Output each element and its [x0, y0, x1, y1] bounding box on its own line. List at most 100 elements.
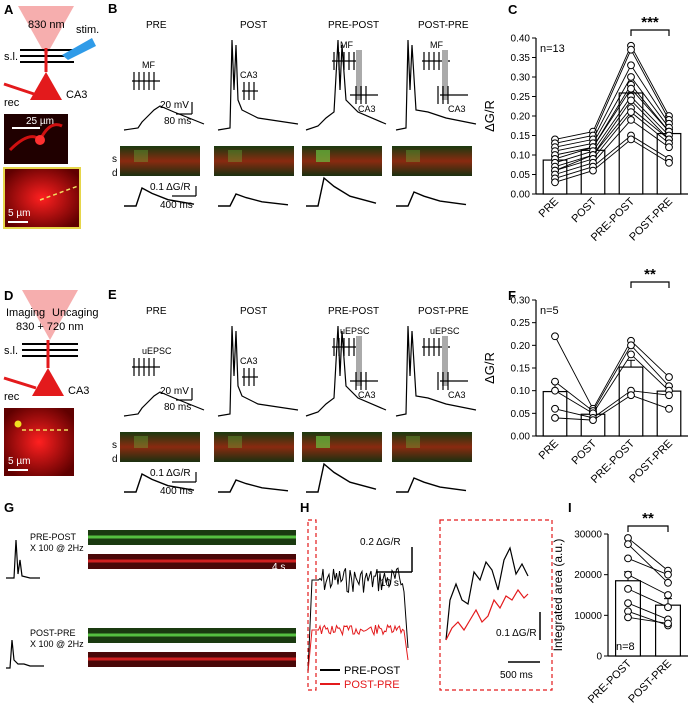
- y-tick-label: 0.10: [511, 386, 531, 397]
- data-point: [589, 166, 597, 175]
- linescan-image: [214, 432, 294, 462]
- neuron-icon: [32, 368, 64, 396]
- y-tick-label: 0.30: [511, 73, 531, 84]
- rec-label: rec: [4, 97, 20, 109]
- data-point: [664, 603, 672, 612]
- inset-scale-ms: 500 ms: [500, 670, 533, 681]
- data-point: [664, 619, 672, 628]
- paired-line: [554, 336, 670, 410]
- trace-postpre: [6, 639, 44, 669]
- ca3-label: CA3: [448, 104, 466, 114]
- calcium-trace: [396, 191, 467, 207]
- y-tick-label: 0.00: [511, 432, 531, 443]
- trace-prepost: [6, 539, 40, 579]
- paired-line: [554, 48, 670, 144]
- calcium-trace: [396, 477, 467, 493]
- data-point: [664, 578, 672, 587]
- data-point: [665, 391, 673, 400]
- laser-label: 830 + 720 nm: [16, 321, 84, 333]
- data-point: [624, 585, 632, 593]
- s-label: s: [112, 440, 117, 451]
- paired-line: [554, 64, 670, 148]
- panel-f: F 0.00 0.05 0.10 0.15 0.20 0.25 0.30 ΔG/R PRE POST…: [482, 266, 688, 486]
- x-tick-label: POST-PRE: [626, 658, 674, 706]
- paired-line: [554, 111, 670, 172]
- data-point: [665, 158, 673, 167]
- panel-g-letter: G: [4, 500, 14, 515]
- y-tick-label: 0.10: [511, 151, 531, 162]
- laser-cone-icon: [18, 6, 74, 56]
- paired-line: [554, 95, 670, 164]
- scale-ms: 80 ms: [164, 116, 191, 127]
- panel-h: H 0.2 ΔG/R 10 s PRE-POST POST-PRE 0.1 ΔG…: [300, 500, 553, 691]
- sl-label: s.l.: [4, 345, 18, 357]
- calcium-trace: [124, 472, 195, 493]
- n-label: n=5: [540, 305, 559, 317]
- data-point: [624, 554, 632, 563]
- legend-postpre: POST-PRE: [344, 679, 400, 691]
- data-point: [624, 540, 632, 549]
- y-tick-label: 0.05: [511, 170, 531, 181]
- data-point: [627, 96, 635, 105]
- d-label: d: [112, 168, 118, 179]
- paired-line: [627, 537, 669, 571]
- data-point: [551, 386, 559, 395]
- x-tick-label: POST: [569, 195, 599, 225]
- data-point: [627, 341, 635, 350]
- data-point: [551, 332, 559, 341]
- data-point: [665, 373, 673, 381]
- y-tick-label: 0.25: [511, 92, 531, 103]
- h-scale-s: 10 s: [380, 578, 399, 589]
- linescan-image: [302, 146, 382, 176]
- significance-bracket: [630, 281, 670, 288]
- scale-25um: 25 µm: [26, 116, 54, 127]
- scale-ms2: 400 ms: [160, 200, 193, 211]
- y-tick-label: 0: [596, 652, 602, 663]
- scale-5um: 5 µm: [8, 456, 30, 467]
- x-tick-label: POST: [569, 437, 599, 467]
- g-prepost-label: PRE-POST: [30, 532, 77, 542]
- panel-letter: I: [568, 500, 572, 515]
- linescan-image: [302, 432, 382, 462]
- condition-label: POST: [240, 306, 267, 317]
- y-tick-label: 0.25: [511, 318, 531, 329]
- voltage-trace: [123, 105, 205, 131]
- panel-e: E PRE uEPSC POST CA3 PRE-POST uEPSC CA3 POST-PRE…: [108, 287, 477, 497]
- g-scale-4s: 4 s: [272, 562, 285, 573]
- ca3-label: CA3: [240, 356, 258, 366]
- data-point: [664, 570, 672, 579]
- condition-label: PRE-POST: [328, 20, 379, 31]
- data-point: [627, 116, 635, 124]
- calcium-trace: [218, 479, 289, 493]
- y-tick-label: 0.20: [511, 112, 531, 123]
- voltage-trace: [305, 325, 387, 417]
- y-tick-label: 30000: [574, 530, 602, 541]
- stim-electrode-icon: [62, 38, 96, 60]
- h-scale-dg: 0.2 ΔG/R: [360, 537, 401, 548]
- panel-letter: B: [108, 1, 117, 16]
- laser-label: 830 nm: [28, 19, 65, 31]
- s-label: s: [112, 154, 117, 165]
- data-point: [551, 377, 559, 386]
- ca3-label: CA3: [448, 390, 466, 400]
- inset-trace-prepost: [445, 546, 529, 641]
- paired-line: [627, 588, 669, 608]
- linescan-image: [392, 432, 472, 462]
- ca3-label: CA3: [358, 390, 376, 400]
- condition-label: PRE: [146, 20, 167, 31]
- panel-d-letter: D: [4, 288, 13, 303]
- paired-line: [554, 99, 670, 168]
- significance-bracket: [630, 29, 670, 36]
- dendrite-micrograph: [3, 167, 81, 229]
- scale-dg: 0.1 ΔG/R: [150, 182, 191, 193]
- data-point: [551, 404, 559, 413]
- data-point: [627, 73, 635, 81]
- paired-line: [554, 394, 670, 421]
- scale-ms2: 400 ms: [160, 486, 193, 497]
- n-label: n=8: [616, 641, 635, 653]
- scale-5um: 5 µm: [8, 208, 30, 219]
- panel-letter: F: [508, 288, 516, 303]
- pipette-icon: [3, 376, 37, 390]
- paired-line: [627, 610, 669, 626]
- inset-trace-postpre: [445, 588, 529, 641]
